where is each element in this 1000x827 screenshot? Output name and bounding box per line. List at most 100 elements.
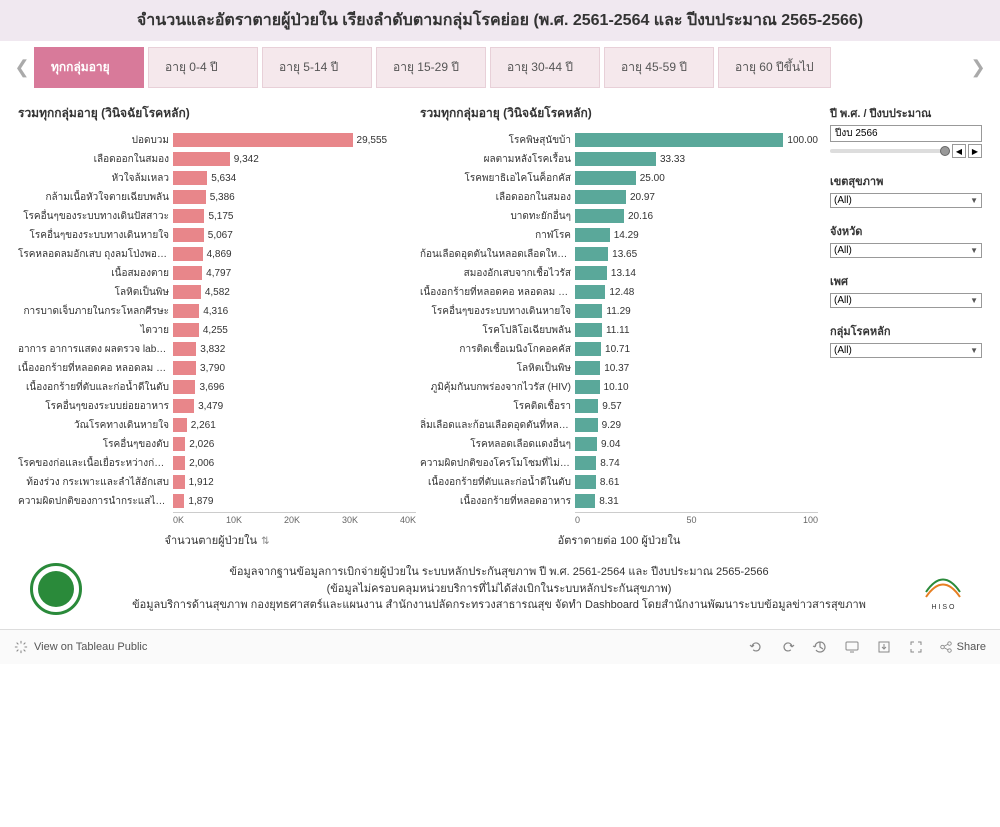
bar-row[interactable]: เนื้อสมองตาย4,797	[18, 264, 416, 282]
tabs-row: ❮ ทุกกลุ่มอายุอายุ 0-4 ปีอายุ 5-14 ปีอาย…	[0, 41, 1000, 94]
chevron-down-icon: ▼	[970, 246, 978, 255]
bar-row[interactable]: เนื้องอกร้ายที่ตับและก่อน้ำดีในตับ8.61	[420, 473, 818, 491]
chart-death-rate: รวมทุกกลุ่มอายุ (วินิจฉัยโรคหลัก) โรคพิษ…	[420, 104, 818, 549]
bar-row[interactable]: โรคอื่นๆของตับ2,026	[18, 435, 416, 453]
bar-label: ภูมิคุ้มกันบกพร่องจากไวรัส (HIV)	[420, 380, 575, 395]
bar-fill	[575, 323, 602, 337]
tab-อายุ 5-14 ปี[interactable]: อายุ 5-14 ปี	[262, 47, 372, 88]
bar-row[interactable]: โรคของก่อและเนื้อเยื่อระหว่างก่อในไต2,00…	[18, 454, 416, 472]
bar-row[interactable]: การบาดเจ็บภายในกระโหลกศีรษะ4,316	[18, 302, 416, 320]
slider-prev-button[interactable]: ◀	[952, 144, 966, 158]
filter-disease-dropdown[interactable]: (All)▼	[830, 343, 982, 358]
bar-row[interactable]: โรคหลอดเลือดแดงอื่นๆ9.04	[420, 435, 818, 453]
bar-fill	[575, 475, 596, 489]
bar-fill	[173, 475, 185, 489]
bar-row[interactable]: โรคอื่นๆของระบบทางเดินหายใจ11.29	[420, 302, 818, 320]
bar-row[interactable]: เนื้องอกร้ายที่หลอดคอ หลอดลม และ..12.48	[420, 283, 818, 301]
bar-row[interactable]: กาฬโรค14.29	[420, 226, 818, 244]
fullscreen-icon[interactable]	[907, 638, 925, 656]
bar-row[interactable]: ปอดบวม29,555	[18, 131, 416, 149]
year-slider[interactable]	[830, 149, 950, 153]
bar-row[interactable]: ลิ่มเลือดและก้อนเลือดอุดตันที่หลอด..9.29	[420, 416, 818, 434]
bar-label: ท้องร่วง กระเพาะและลำไส้อักเสบ	[18, 475, 173, 490]
bar-row[interactable]: โรคอื่นๆของระบบทางเดินปัสสาวะ5,175	[18, 207, 416, 225]
undo-icon[interactable]	[747, 638, 765, 656]
tabs-next-arrow[interactable]: ❯	[966, 48, 990, 88]
tab-ทุกกลุ่มอายุ[interactable]: ทุกกลุ่มอายุ	[34, 47, 144, 88]
bar-value: 20.16	[628, 211, 653, 222]
bar-row[interactable]: สมองอักเสบจากเชื้อไวรัส13.14	[420, 264, 818, 282]
tabs-prev-arrow[interactable]: ❮	[10, 48, 34, 88]
bar-row[interactable]: เลือดออกในสมอง20.97	[420, 188, 818, 206]
bar-row[interactable]: ความผิดปกติของโครโมโซมที่ไม่ได้ระบุ..8.7…	[420, 454, 818, 472]
bar-row[interactable]: วัณโรคทางเดินหายใจ2,261	[18, 416, 416, 434]
bar-row[interactable]: โรคหลอดลมอักเสบ ถุงลมโป่งพอง ป..4,869	[18, 245, 416, 263]
bar-row[interactable]: ความผิดปกติของการนำกระแสไฟฟ้าห้..1,879	[18, 492, 416, 510]
bar-value: 8.61	[600, 477, 619, 488]
chart-deaths-count: รวมทุกกลุ่มอายุ (วินิจฉัยโรคหลัก) ปอดบวม…	[18, 104, 416, 549]
bar-fill	[173, 361, 196, 375]
bar-row[interactable]: หัวใจล้มเหลว5,634	[18, 169, 416, 187]
bar-row[interactable]: ไตวาย4,255	[18, 321, 416, 339]
revert-icon[interactable]	[811, 638, 829, 656]
bar-label: ลิ่มเลือดและก้อนเลือดอุดตันที่หลอด..	[420, 418, 575, 433]
bar-row[interactable]: โรคพิษสุนัขบ้า100.00	[420, 131, 818, 149]
bar-label: ก้อนเลือดอุดตันในหลอดเลือดใหญ่ข..	[420, 247, 575, 262]
bar-value: 33.33	[660, 154, 685, 165]
bar-row[interactable]: บาดทะยักอื่นๆ20.16	[420, 207, 818, 225]
bar-value: 20.97	[630, 192, 655, 203]
bar-row[interactable]: โรคอื่นๆของระบบย่อยอาหาร3,479	[18, 397, 416, 415]
tab-อายุ 45-59 ปี[interactable]: อายุ 45-59 ปี	[604, 47, 714, 88]
tab-อายุ 0-4 ปี[interactable]: อายุ 0-4 ปี	[148, 47, 258, 88]
bar-row[interactable]: ผลตามหลังโรคเรื้อน33.33	[420, 150, 818, 168]
bar-value: 4,582	[205, 287, 230, 298]
download-icon[interactable]	[875, 638, 893, 656]
bar-row[interactable]: การติดเชื้อเมนิงโกคอคคัส10.71	[420, 340, 818, 358]
bar-row[interactable]: โรคพยาธิเอไคโนค็อกคัส25.00	[420, 169, 818, 187]
share-button[interactable]: Share	[939, 640, 986, 654]
bar-label: โรคโปลิโอเฉียบพลัน	[420, 323, 575, 338]
redo-icon[interactable]	[779, 638, 797, 656]
bar-value: 2,026	[189, 439, 214, 450]
bar-value: 1,912	[189, 477, 214, 488]
sort-icon[interactable]: ⇅	[261, 536, 269, 547]
bar-row[interactable]: อาการ อาการแสดง ผลตรวจ lab อื่นๆ3,832	[18, 340, 416, 358]
bar-label: โรคอื่นๆของระบบย่อยอาหาร	[18, 399, 173, 414]
filter-gender-dropdown[interactable]: (All)▼	[830, 293, 982, 308]
bar-row[interactable]: ก้อนเลือดอุดตันในหลอดเลือดใหญ่ข.. 13.65	[420, 245, 818, 263]
bar-row[interactable]: โลหิตเป็นพิษ10.37	[420, 359, 818, 377]
bar-row[interactable]: โรคติดเชื้อรา9.57	[420, 397, 818, 415]
bar-fill	[575, 494, 595, 508]
bar-row[interactable]: โรคโปลิโอเฉียบพลัน11.11	[420, 321, 818, 339]
bar-value: 5,067	[208, 230, 233, 241]
device-icon[interactable]	[843, 638, 861, 656]
tab-อายุ 15-29 ปี[interactable]: อายุ 15-29 ปี	[376, 47, 486, 88]
chart2-axis-ticks: 050100	[575, 512, 818, 525]
tab-อายุ 30-44 ปี[interactable]: อายุ 30-44 ปี	[490, 47, 600, 88]
bar-row[interactable]: เนื้องอกร้ายที่ตับและก่อน้ำดีในตับ3,696	[18, 378, 416, 396]
moph-logo	[30, 563, 82, 615]
bar-row[interactable]: ภูมิคุ้มกันบกพร่องจากไวรัส (HIV)10.10	[420, 378, 818, 396]
bar-row[interactable]: เนื้องอกร้ายที่หลอดอาหาร8.31	[420, 492, 818, 510]
filter-year-input[interactable]	[830, 125, 982, 142]
slider-next-button[interactable]: ▶	[968, 144, 982, 158]
tab-อายุ 60 ปีขึ้นไป[interactable]: อายุ 60 ปีขึ้นไป	[718, 47, 831, 88]
filter-province-dropdown[interactable]: (All)▼	[830, 243, 982, 258]
bar-label: เนื้องอกร้ายที่หลอดคอ หลอดลม และ..	[420, 285, 575, 300]
bar-row[interactable]: เนื้องอกร้ายที่หลอดคอ หลอดลม และ..3,790	[18, 359, 416, 377]
filter-region-dropdown[interactable]: (All)▼	[830, 193, 982, 208]
bar-row[interactable]: โลหิตเป็นพิษ 4,582	[18, 283, 416, 301]
bar-label: โรคพยาธิเอไคโนค็อกคัส	[420, 171, 575, 186]
bar-row[interactable]: กล้ามเนื้อหัวใจตายเฉียบพลัน5,386	[18, 188, 416, 206]
bar-row[interactable]: ท้องร่วง กระเพาะและลำไส้อักเสบ 1,912	[18, 473, 416, 491]
bar-fill	[575, 133, 783, 147]
view-on-tableau-link[interactable]: View on Tableau Public	[14, 640, 147, 654]
bar-row[interactable]: โรคอื่นๆของระบบทางเดินหายใจ5,067	[18, 226, 416, 244]
bar-fill	[173, 285, 201, 299]
bar-label: เนื้องอกร้ายที่หลอดคอ หลอดลม และ..	[18, 361, 173, 376]
bar-row[interactable]: เลือดออกในสมอง9,342	[18, 150, 416, 168]
filter-year-label: ปี พ.ศ. / ปีงบประมาณ	[830, 104, 982, 122]
bar-label: โลหิตเป็นพิษ	[18, 285, 173, 300]
bar-value: 13.65	[612, 249, 637, 260]
tabs-container: ทุกกลุ่มอายุอายุ 0-4 ปีอายุ 5-14 ปีอายุ …	[34, 47, 966, 88]
